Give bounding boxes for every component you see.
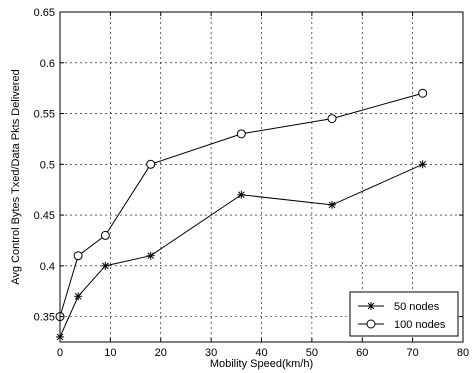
legend-box xyxy=(349,291,459,337)
series-layer xyxy=(55,88,428,341)
data-point-circle xyxy=(236,129,246,139)
legend-items: 50 nodes 100 nodes xyxy=(358,301,446,331)
data-point-circle xyxy=(73,251,83,261)
y-tick-label: 0.55 xyxy=(34,109,55,121)
legend-entry: 100 nodes xyxy=(358,319,446,331)
data-point-circle xyxy=(418,88,428,98)
grid xyxy=(60,12,463,342)
data-point-star xyxy=(328,200,337,209)
x-tick-label: 0 xyxy=(57,347,63,359)
legend-marker-circle xyxy=(366,319,376,329)
y-tick-label: 0.6 xyxy=(40,58,55,70)
data-point-star xyxy=(237,190,246,199)
star-stroke xyxy=(237,191,245,199)
y-tick-label: 0.4 xyxy=(40,261,55,273)
x-axis-label: Mobility Speed(km/h) xyxy=(210,358,313,370)
x-tick-label: 50 xyxy=(306,347,318,359)
x-tick-label: 60 xyxy=(356,347,368,359)
data-point-circle xyxy=(100,230,110,240)
star-stroke xyxy=(101,262,109,270)
y-tick-label: 0.45 xyxy=(34,210,55,222)
data-point-star xyxy=(418,160,427,169)
data-point-star xyxy=(146,251,155,260)
data-point-star xyxy=(74,292,83,301)
star-stroke xyxy=(419,160,427,168)
tick-labels: 0 10 20 30 40 50 60 70 80 0.35 0.4 0.45 0.5 0.55 0.6 0.… xyxy=(34,7,470,359)
x-tick-label: 20 xyxy=(155,347,167,359)
y-tick-label: 0.5 xyxy=(40,159,55,171)
data-point-star xyxy=(101,261,110,270)
star-stroke xyxy=(328,201,336,209)
axes xyxy=(59,11,464,343)
y-tick-label: 0.35 xyxy=(34,312,55,324)
legend-label: 50 nodes xyxy=(394,301,440,313)
x-tick-label: 80 xyxy=(457,347,469,359)
data-point-circle xyxy=(327,114,337,124)
star-stroke xyxy=(367,302,375,310)
legend-marker-star xyxy=(367,302,375,310)
y-tick-label: 0.65 xyxy=(34,7,55,19)
legend: 50 nodes 100 nodes xyxy=(349,291,459,337)
legend-label: 100 nodes xyxy=(394,319,446,331)
x-tick-label: 30 xyxy=(205,347,217,359)
data-point-circle xyxy=(146,159,156,169)
x-tick-label: 40 xyxy=(255,347,267,359)
legend-entry: 50 nodes xyxy=(358,301,440,313)
star-stroke xyxy=(74,292,82,300)
star-stroke xyxy=(147,252,155,260)
y-axis-label: Avg Control Bytes Txed/Data Pkts Deliver… xyxy=(10,69,22,284)
x-tick-label: 70 xyxy=(407,347,419,359)
x-tick-label: 10 xyxy=(104,347,116,359)
